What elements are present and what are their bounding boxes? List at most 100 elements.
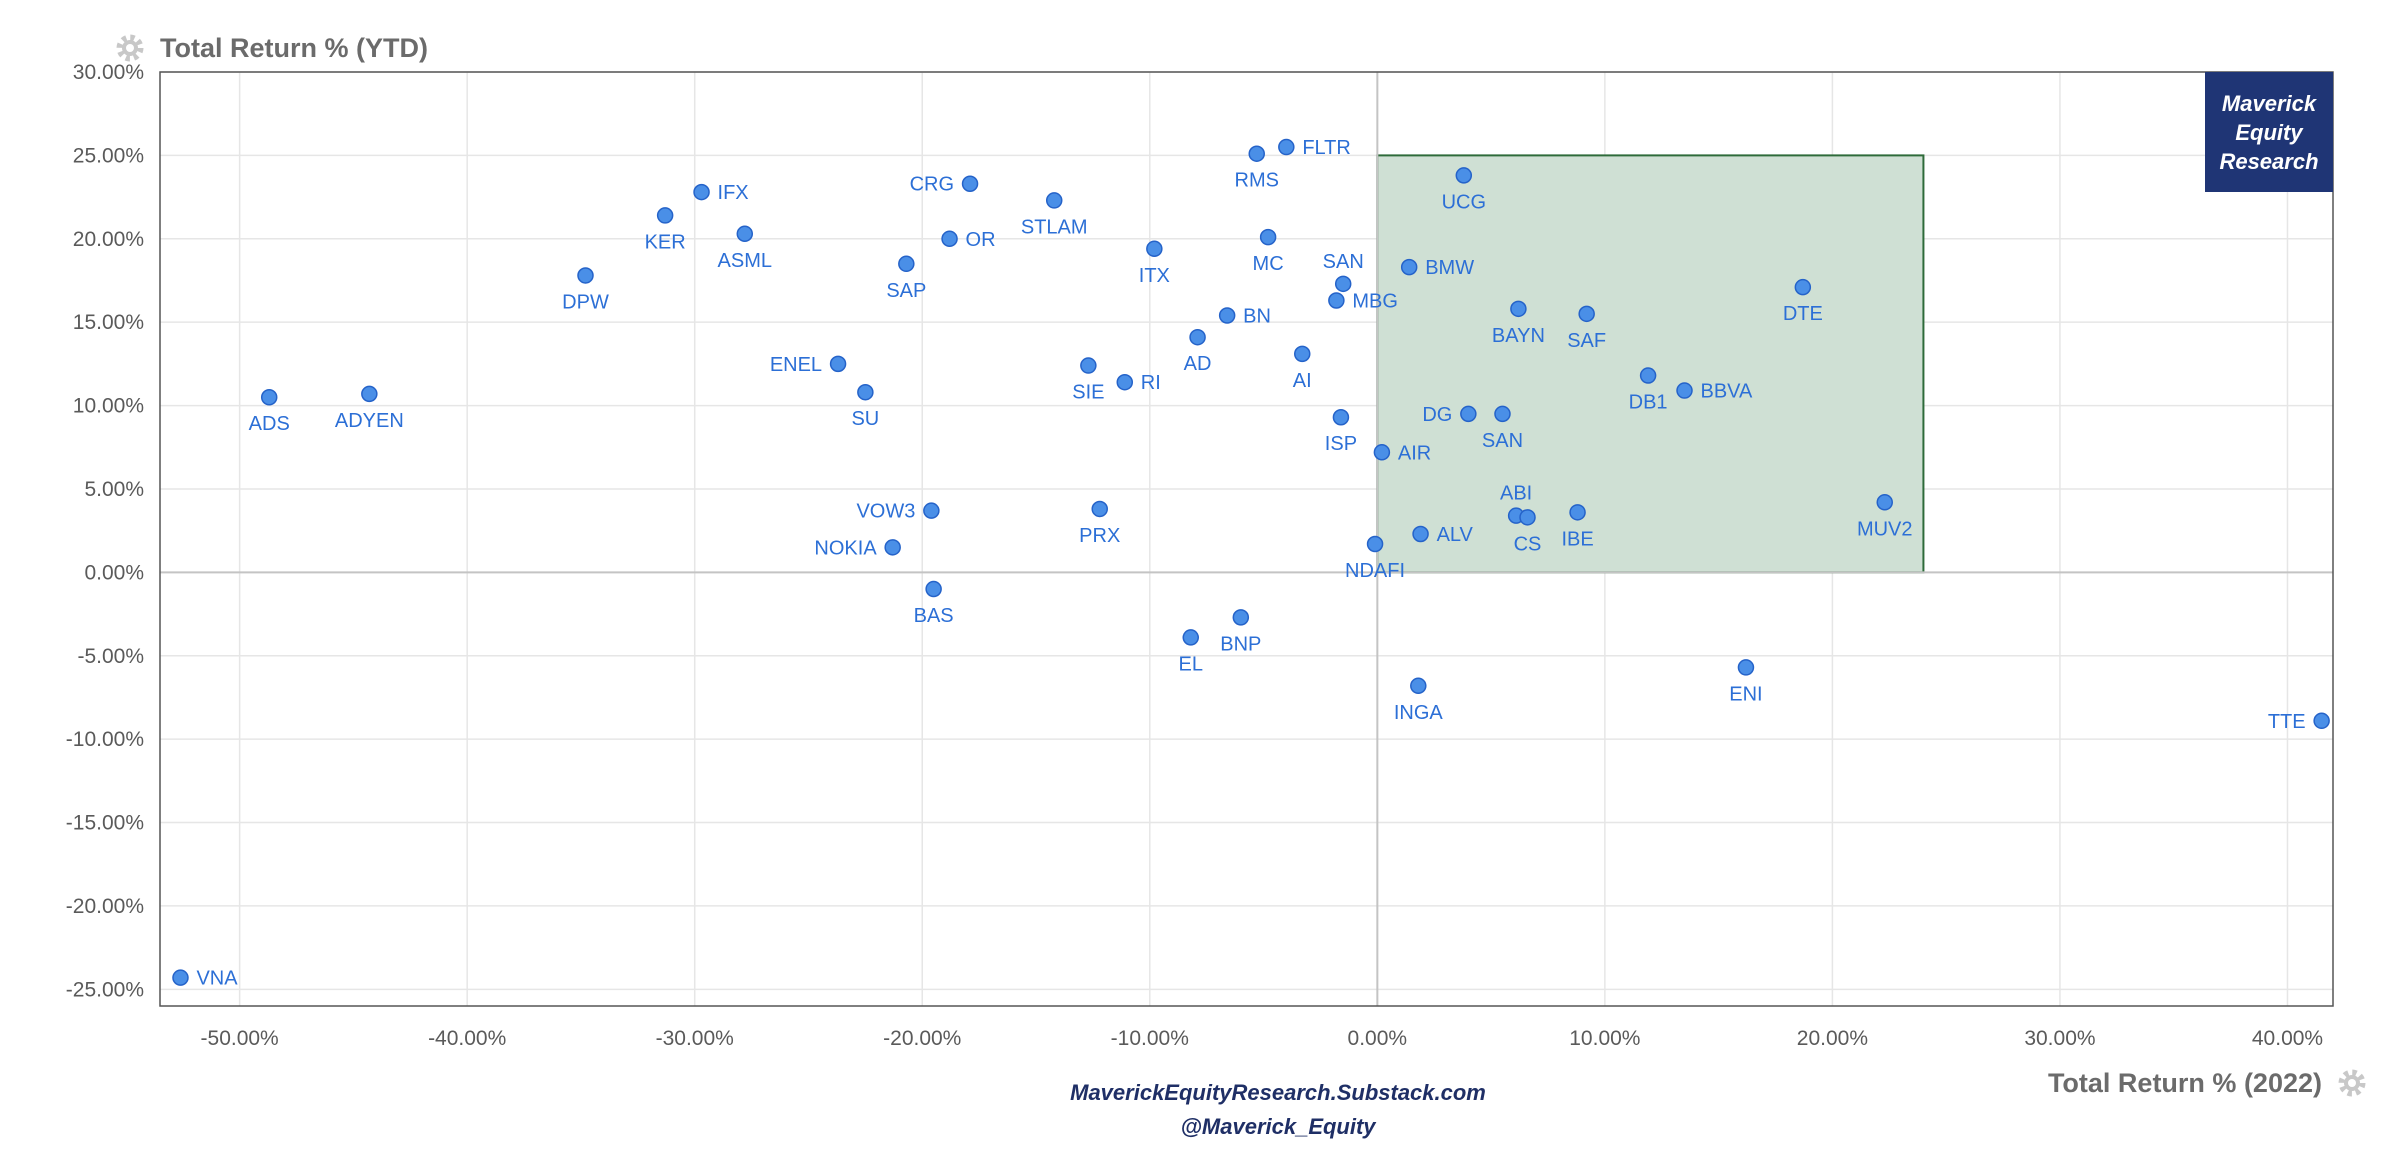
data-point[interactable]	[1737, 659, 1755, 676]
data-point[interactable]	[1494, 405, 1511, 423]
data-point[interactable]	[1116, 373, 1134, 391]
data-point[interactable]	[1189, 328, 1206, 346]
y-tick-label: 0.00%	[84, 561, 144, 584]
y-tick-label: -15.00%	[66, 812, 144, 835]
data-point-label: CRG	[910, 174, 954, 196]
data-point-label: ISP	[1325, 433, 1357, 455]
x-tick-label: -10.00%	[1111, 1027, 1189, 1050]
data-point-label: ADS	[249, 413, 290, 435]
data-point[interactable]	[1794, 278, 1812, 296]
data-point-label: BAYN	[1492, 325, 1545, 347]
badge: Maverick Equity Research	[2205, 72, 2333, 192]
data-point[interactable]	[1373, 444, 1391, 461]
x-tick-label: -20.00%	[883, 1027, 961, 1050]
y-tick-label: 25.00%	[73, 144, 144, 167]
data-point-label: BAS	[914, 605, 954, 627]
data-point[interactable]	[1328, 292, 1345, 309]
data-point[interactable]	[1091, 500, 1108, 518]
data-point-label: SAN	[1323, 251, 1364, 273]
data-point[interactable]	[1218, 307, 1236, 324]
x-tick-label: 40.00%	[2252, 1027, 2323, 1050]
data-point-label: ENI	[1729, 683, 1762, 705]
data-point-label: FLTR	[1302, 137, 1351, 159]
y-tick-label: 5.00%	[84, 478, 144, 501]
data-point[interactable]	[736, 225, 754, 243]
data-point-label: MBG	[1352, 290, 1398, 312]
data-point-label: DPW	[562, 291, 609, 313]
data-point[interactable]	[898, 255, 915, 273]
data-point[interactable]	[1578, 305, 1595, 323]
gear-icon[interactable]	[116, 34, 144, 62]
data-point[interactable]	[1332, 408, 1350, 426]
y-tick-label: 20.00%	[73, 228, 144, 251]
data-point[interactable]	[1259, 228, 1277, 246]
x-tick-label: 30.00%	[2024, 1027, 2095, 1050]
data-point[interactable]	[1676, 382, 1693, 399]
data-point[interactable]	[1400, 258, 1418, 276]
data-point[interactable]	[884, 539, 901, 556]
data-point[interactable]	[1510, 300, 1527, 318]
data-point-label: DG	[1422, 404, 1452, 426]
data-point-label: VNA	[196, 968, 238, 990]
data-point[interactable]	[1460, 405, 1477, 423]
data-point-label: NDAFI	[1345, 560, 1405, 582]
data-point[interactable]	[961, 175, 979, 192]
data-point-label: SAP	[886, 280, 926, 302]
data-point[interactable]	[1334, 275, 1352, 293]
data-point[interactable]	[1232, 609, 1250, 626]
y-tick-label: -25.00%	[66, 978, 144, 1001]
data-point-label: ALV	[1437, 524, 1474, 546]
data-point[interactable]	[1569, 504, 1586, 521]
data-point[interactable]	[361, 385, 378, 403]
data-point[interactable]	[857, 383, 874, 401]
data-point-label: UCG	[1442, 191, 1486, 213]
data-point[interactable]	[1410, 677, 1427, 695]
x-tick-label: 0.00%	[1348, 1027, 1408, 1050]
data-point-label: CS	[1514, 533, 1542, 555]
data-point[interactable]	[1366, 535, 1384, 553]
data-point-label: IBE	[1561, 528, 1593, 550]
footer-website: MaverickEquityResearch.Substack.com	[1070, 1080, 1486, 1105]
data-point-label: DTE	[1783, 303, 1823, 325]
data-point-label: DB1	[1629, 392, 1668, 414]
data-point[interactable]	[941, 230, 958, 248]
x-axis-ticks: -50.00% -40.00% -30.00% -20.00% -10.00% 0.00%…	[201, 1027, 2324, 1050]
data-point-label: ASML	[718, 250, 772, 272]
data-point[interactable]	[1045, 192, 1063, 209]
data-point-label: NOKIA	[814, 537, 877, 559]
data-point[interactable]	[577, 267, 594, 284]
data-point[interactable]	[923, 502, 940, 519]
data-point[interactable]	[1146, 240, 1163, 258]
data-point[interactable]	[1412, 525, 1429, 543]
data-point[interactable]	[1876, 494, 1893, 511]
data-point[interactable]	[693, 183, 710, 201]
data-point[interactable]	[656, 207, 674, 224]
x-tick-label: -50.00%	[201, 1027, 279, 1050]
data-point-label: STLAM	[1021, 216, 1088, 238]
data-point[interactable]	[1278, 138, 1295, 156]
data-point[interactable]	[925, 580, 942, 598]
y-tick-label: 30.00%	[73, 61, 144, 84]
highlight-region	[1376, 154, 1925, 574]
data-point-label: EL	[1179, 653, 1203, 675]
data-point-label: ENEL	[770, 354, 822, 376]
data-point[interactable]	[1293, 345, 1311, 363]
data-point[interactable]	[1519, 509, 1536, 526]
y-tick-label: 15.00%	[73, 311, 144, 334]
gear-icon[interactable]	[2338, 1069, 2366, 1097]
data-point-label: BMW	[1425, 257, 1474, 279]
data-point[interactable]	[1182, 629, 1200, 646]
data-point-label: SAF	[1567, 330, 1606, 352]
data-point[interactable]	[829, 355, 847, 373]
data-point[interactable]	[260, 388, 278, 406]
data-point[interactable]	[1639, 367, 1657, 384]
data-point[interactable]	[1080, 357, 1097, 374]
y-axis-ticks: 30.00% 25.00% 20.00% 15.00% 10.00% 5.00% 0.00%…	[66, 61, 144, 1001]
data-point-label: BN	[1243, 306, 1271, 328]
data-point[interactable]	[1248, 145, 1265, 162]
data-point[interactable]	[1455, 167, 1473, 184]
data-point[interactable]	[2313, 712, 2330, 730]
data-point[interactable]	[172, 969, 189, 986]
data-point-label: RI	[1141, 372, 1161, 394]
